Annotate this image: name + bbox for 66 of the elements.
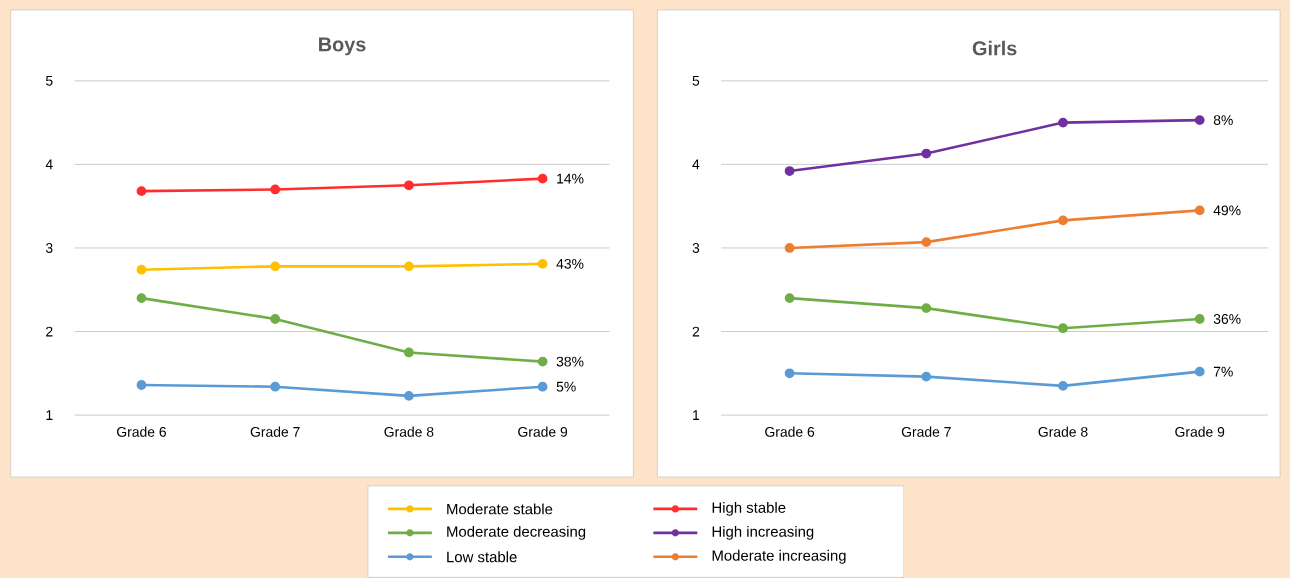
point xyxy=(404,347,414,358)
point xyxy=(784,293,795,304)
point xyxy=(136,380,147,390)
legend-label: Moderate decreasing xyxy=(447,525,586,540)
point xyxy=(1058,215,1068,226)
annotation: 49% xyxy=(1213,205,1241,216)
point xyxy=(270,381,281,392)
point xyxy=(270,184,281,195)
x-tick-label: Grade 8 xyxy=(384,426,434,437)
legend-label: Moderate increasing xyxy=(712,549,846,564)
y-tick-label: 1 xyxy=(46,410,53,420)
point xyxy=(404,391,414,401)
point xyxy=(270,261,281,272)
legend-label: Low stable xyxy=(447,551,517,563)
y-tick-label: 2 xyxy=(692,326,700,337)
point xyxy=(1058,380,1068,391)
point xyxy=(784,368,795,379)
y-tick-label: 5 xyxy=(45,75,53,86)
annotation: 43% xyxy=(556,258,584,269)
annotation: 14% xyxy=(557,173,584,184)
point xyxy=(1058,117,1068,128)
point xyxy=(784,243,795,253)
chart-title: Boys xyxy=(319,37,366,56)
legend-label: High increasing xyxy=(712,525,814,540)
point xyxy=(1058,323,1068,334)
x-tick-label: Grade 8 xyxy=(1038,426,1088,437)
point xyxy=(1194,205,1205,216)
y-tick-label: 3 xyxy=(45,243,53,253)
x-tick-label: Grade 6 xyxy=(765,426,815,437)
point xyxy=(136,186,147,197)
y-tick-label: 5 xyxy=(692,75,700,86)
x-tick-label: Grade 9 xyxy=(518,426,568,437)
y-tick-label: 1 xyxy=(693,410,700,420)
point xyxy=(136,293,147,304)
legend-label: Moderate stable xyxy=(447,503,553,515)
point xyxy=(404,261,414,272)
point xyxy=(784,166,795,176)
point xyxy=(537,173,548,184)
x-tick-label: Grade 6 xyxy=(117,426,166,437)
annotation: 38% xyxy=(556,356,584,367)
point xyxy=(921,303,932,314)
point xyxy=(1194,115,1205,125)
point xyxy=(1194,366,1205,377)
x-tick-label: Grade 7 xyxy=(901,426,951,437)
point xyxy=(921,237,932,248)
y-tick-label: 4 xyxy=(45,159,53,170)
legend-label: High stable xyxy=(712,501,786,516)
point xyxy=(921,148,932,159)
annotation: 8% xyxy=(1213,115,1233,126)
point xyxy=(136,264,147,275)
chart-title: Girls xyxy=(972,40,1017,56)
annotation: 36% xyxy=(1213,314,1241,324)
point xyxy=(270,314,281,324)
annotation: 7% xyxy=(1213,366,1233,377)
y-tick-label: 3 xyxy=(692,243,700,253)
point xyxy=(537,381,548,392)
x-tick-label: Grade 9 xyxy=(1175,426,1225,437)
point xyxy=(537,258,548,269)
point xyxy=(537,356,548,367)
point xyxy=(1194,314,1205,324)
y-tick-label: 2 xyxy=(46,326,53,337)
x-tick-label: Grade 7 xyxy=(250,426,300,437)
point xyxy=(921,371,932,382)
point xyxy=(404,180,414,191)
annotation: 5% xyxy=(556,381,576,392)
y-tick-label: 4 xyxy=(692,159,700,170)
